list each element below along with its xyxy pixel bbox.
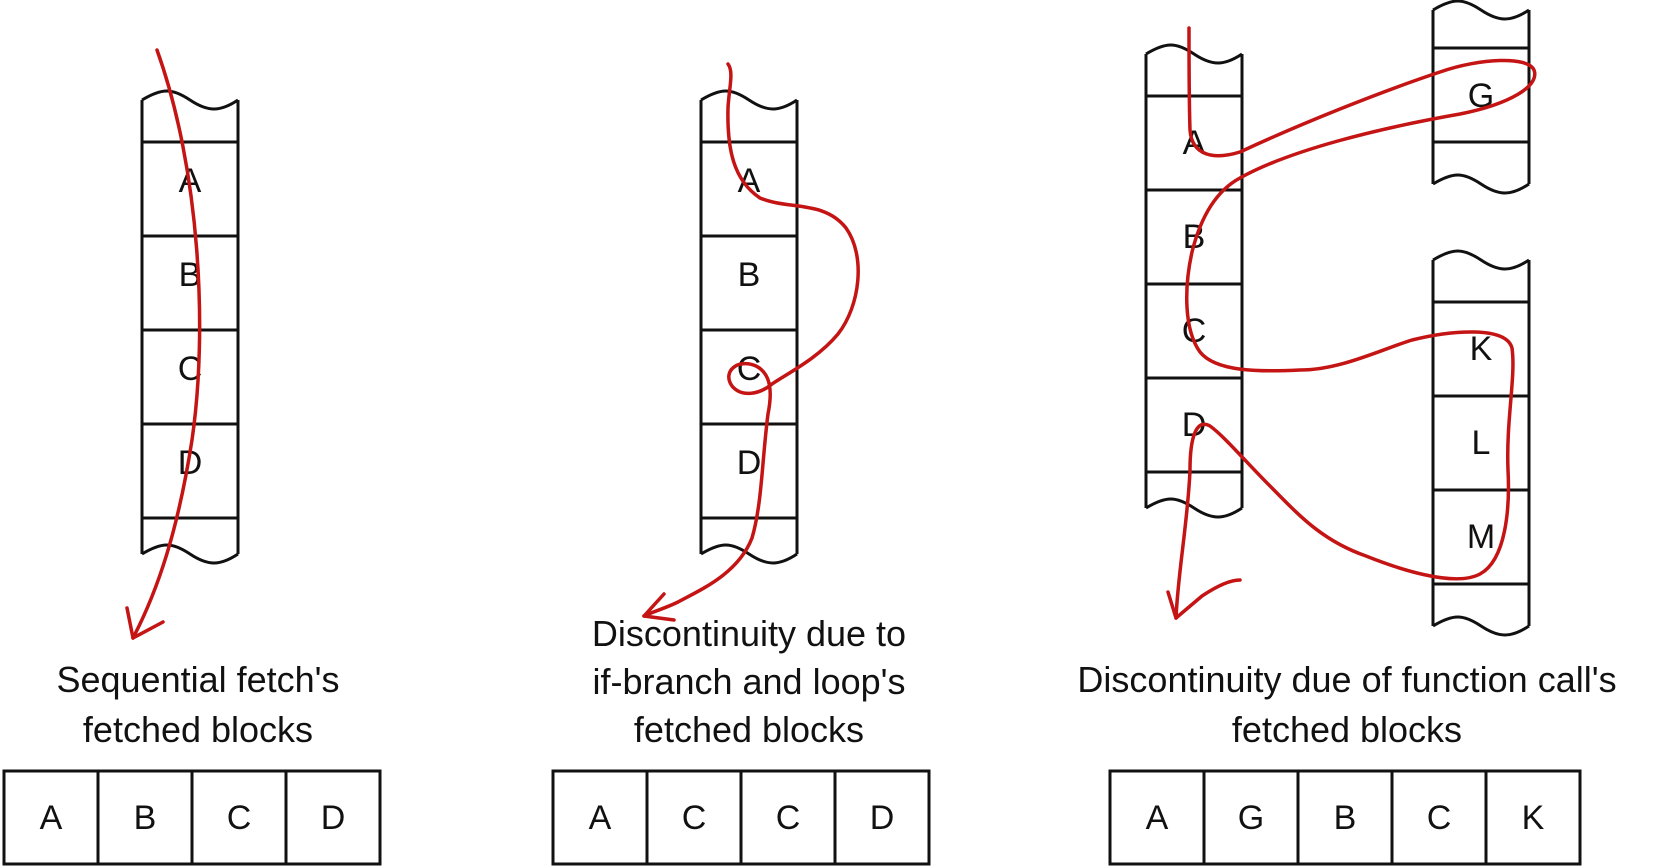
panel-caption: Discontinuity due of function call's	[1077, 659, 1616, 700]
memory-cell-label: M	[1467, 518, 1495, 556]
memory-column-function-g: G	[1431, 0, 1531, 195]
panel-caption: Sequential fetch's	[56, 659, 339, 700]
memory-cell-label: K	[1470, 330, 1493, 368]
fetched-block: G	[1238, 799, 1264, 837]
fetched-block: C	[682, 799, 707, 837]
fetched-block: B	[134, 799, 157, 837]
memory-column: A B C D	[699, 89, 799, 565]
memory-cell-label: D	[737, 444, 762, 482]
fetched-block: C	[227, 799, 252, 837]
panel-function-call: A B C D G K L M	[1077, 0, 1617, 866]
fetched-block: A	[589, 799, 612, 837]
execution-path-arrow	[125, 48, 202, 640]
memory-cell-label: B	[179, 256, 202, 294]
panel-caption: if-branch and loop's	[592, 661, 905, 702]
memory-column: A B C D	[140, 89, 240, 565]
fetched-blocks-row: A B C D	[2, 769, 382, 866]
fetched-block: C	[776, 799, 801, 837]
fetched-block: D	[870, 799, 895, 837]
fetched-block: B	[1334, 799, 1357, 837]
fetched-blocks-row: A G B C K	[1108, 769, 1582, 866]
fetched-block: A	[40, 799, 63, 837]
panel-caption: fetched blocks	[83, 709, 313, 750]
panel-caption: fetched blocks	[634, 709, 864, 750]
memory-cell-label: A	[738, 162, 761, 200]
fetched-blocks-row: A C C D	[551, 769, 931, 866]
memory-cell-label: B	[738, 256, 761, 294]
execution-path-arrow	[642, 62, 860, 622]
panel-sequential: A B C D Sequential fetch's fetched block…	[2, 48, 382, 866]
fetched-block: C	[1427, 799, 1452, 837]
fetched-block: K	[1522, 799, 1545, 837]
fetched-block: A	[1146, 799, 1169, 837]
memory-column-function-klm: K L M	[1431, 249, 1531, 637]
execution-path-arrow	[1166, 26, 1537, 620]
panel-branch-loop: A B C D Discontinuity due to if-branch a…	[551, 62, 931, 866]
memory-cell-label: L	[1472, 424, 1491, 462]
panel-caption: Discontinuity due to	[592, 613, 906, 654]
memory-column-main: A B C D	[1144, 43, 1244, 519]
panel-caption: fetched blocks	[1232, 709, 1462, 750]
memory-cell-label: C	[737, 350, 762, 388]
fetched-block: D	[321, 799, 346, 837]
